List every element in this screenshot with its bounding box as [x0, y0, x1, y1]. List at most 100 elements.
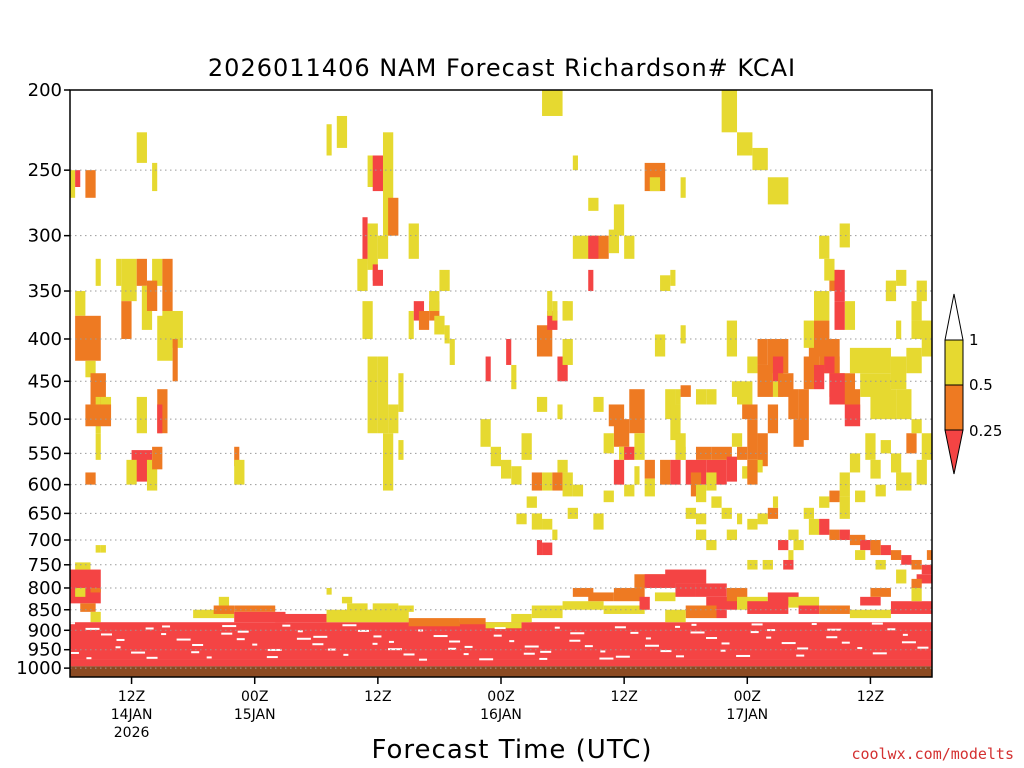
ri-cell: [665, 389, 676, 420]
ri-band-cell: [613, 587, 645, 602]
x-tick-label: 12Z: [610, 689, 637, 705]
ri-cell: [95, 545, 101, 553]
x-tick-label: 00Z: [241, 689, 268, 705]
ri-gap-cell: [615, 655, 630, 658]
ri-gap-cell: [70, 622, 75, 625]
ri-cell: [824, 356, 835, 374]
ri-cell: [747, 356, 758, 374]
ri-cell: [731, 433, 743, 447]
ri-cell: [819, 235, 830, 259]
ri-gap-cell: [176, 638, 191, 641]
ri-gap-cell: [388, 640, 394, 643]
legend: 1 0.5 0.25: [944, 293, 1002, 475]
ri-gap-cell: [463, 653, 469, 656]
ri-cell: [326, 124, 332, 156]
y-tick-label: 900: [28, 620, 62, 641]
ri-cell: [670, 269, 676, 286]
ri-cell: [855, 550, 866, 560]
ri-gap-cell: [449, 640, 461, 643]
ri-gap-cell: [721, 642, 730, 645]
ri-gap-cell: [433, 635, 448, 638]
ri-gap-cell: [766, 636, 772, 639]
ri-cell: [613, 204, 625, 236]
ri-cell: [562, 301, 573, 321]
ri-band-cell: [562, 601, 604, 610]
ri-band-cell: [75, 587, 86, 597]
ri-cell: [721, 507, 732, 519]
ri-cell: [695, 513, 707, 525]
ri-cell: [660, 459, 671, 485]
ri-cell: [670, 404, 681, 441]
ri-cell: [901, 555, 912, 565]
ri-cell: [839, 496, 850, 519]
ri-gap-cell: [539, 657, 548, 660]
ri-cell: [680, 385, 691, 397]
ri-cell: [121, 258, 137, 302]
ri-band-cell: [485, 622, 522, 629]
ri-cell: [619, 446, 630, 460]
ri-band-cell: [890, 601, 932, 614]
x-tick-label: 00Z: [487, 689, 514, 705]
ri-cell: [152, 162, 158, 192]
x-tick-label: 12Z: [857, 689, 884, 705]
y-tick-label: 550: [28, 443, 62, 464]
ri-cell: [844, 301, 856, 330]
ri-cell: [593, 513, 604, 530]
ri-band-cell: [193, 609, 235, 619]
ri-cell: [588, 197, 599, 211]
ri-cell: [608, 229, 620, 254]
chart-title: 2026011406 NAM Forecast Richardson# KCAI: [208, 54, 796, 82]
ri-cell: [849, 347, 891, 374]
ri-cell: [588, 235, 599, 259]
ri-gap-cell: [599, 657, 614, 660]
ri-gap-cell: [644, 644, 659, 647]
ri-cell: [747, 518, 758, 530]
ri-gap-cell: [343, 653, 349, 656]
ri-cell: [116, 258, 122, 286]
credit-link[interactable]: coolwx.com/modelts: [851, 745, 1014, 763]
ri-cell: [721, 90, 738, 133]
ri-cell: [172, 338, 178, 382]
ri-gap-cell: [827, 628, 842, 631]
y-tick-label: 600: [28, 475, 62, 496]
ri-cell: [234, 446, 240, 467]
ri-cell: [588, 269, 594, 292]
ri-cell: [644, 478, 655, 497]
ri-cell: [372, 269, 383, 286]
ri-cell: [695, 529, 707, 541]
ri-band-cell: [347, 603, 368, 612]
ri-cell: [152, 258, 163, 286]
ri-gap-cell: [826, 636, 838, 639]
ri-cell: [711, 446, 732, 460]
ri-cell: [726, 529, 738, 541]
x-tick-label: 14JAN: [111, 707, 153, 723]
ri-cell: [762, 559, 773, 570]
ri-cell: [747, 559, 758, 570]
ri-cell: [629, 389, 645, 434]
ri-cell: [911, 559, 922, 570]
ri-cell: [557, 356, 568, 382]
ri-gap-cell: [191, 651, 200, 654]
ri-band-cell: [531, 605, 563, 619]
ri-cell: [562, 472, 573, 497]
ri-cell: [444, 325, 450, 344]
ri-gap-cell: [690, 631, 705, 634]
ri-gap-cell: [901, 641, 916, 644]
ri-cell: [511, 466, 522, 485]
ri-band-cell: [75, 562, 91, 570]
ri-cell: [788, 389, 799, 420]
ri-cell: [849, 453, 861, 473]
ri-band-cell: [90, 611, 101, 623]
ri-band-cell: [218, 596, 230, 606]
ri-cell: [829, 373, 845, 405]
ri-cell: [501, 459, 512, 479]
ri-gap-cell: [887, 628, 896, 631]
ri-gap-cell: [841, 641, 850, 644]
ri-gap-cell: [252, 643, 258, 646]
ri-cell: [839, 529, 850, 541]
ri-band-cell: [511, 613, 532, 623]
ri-gap-cell: [86, 657, 92, 660]
ri-gap-cell: [115, 646, 121, 649]
ri-cell: [552, 301, 558, 321]
ri-gap-cell: [857, 647, 863, 650]
